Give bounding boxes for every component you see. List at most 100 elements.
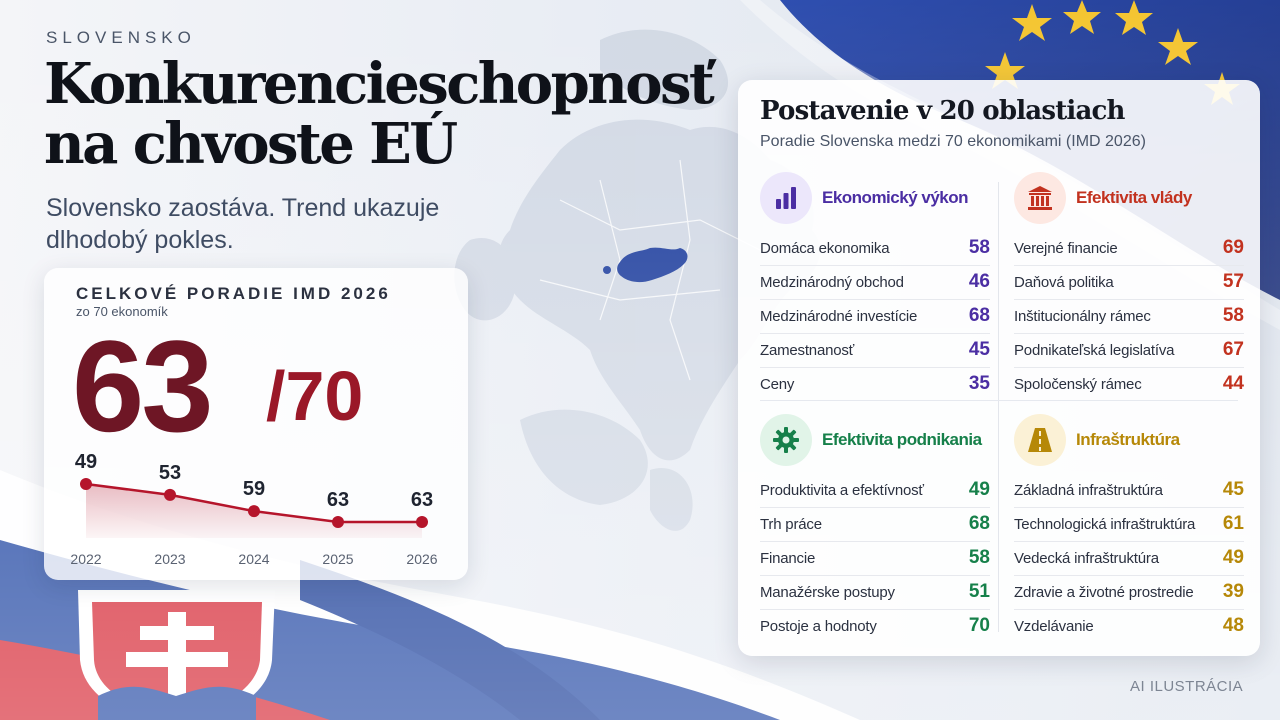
section-title: Efektivita podnikania — [822, 430, 982, 449]
trend-point — [416, 516, 428, 528]
trend-point — [80, 478, 92, 490]
section-government-efficiency: Efektivita vlády Verejné financie 69 Daňo… — [1014, 172, 1244, 402]
row-value: 61 — [1222, 513, 1244, 534]
list-item: Medzinárodné investície 68 — [760, 300, 990, 334]
list-item: Základná infraštruktúra 45 — [1014, 474, 1244, 508]
list-item: Spoločenský rámec 44 — [1014, 368, 1244, 402]
panel-divider-vertical — [998, 182, 999, 632]
areas-panel: Postavenie v 20 oblastiach Poradie Slove… — [738, 80, 1260, 656]
row-label: Postoje a hodnoty — [760, 618, 877, 635]
gear-icon — [760, 414, 812, 466]
row-label: Ceny — [760, 376, 795, 393]
list-item: Inštitucionálny rámec 58 — [1014, 300, 1244, 334]
list-item: Vzdelávanie 48 — [1014, 610, 1244, 644]
list-item: Zamestnanosť 45 — [760, 334, 990, 368]
row-label: Trh práce — [760, 516, 822, 533]
overall-rank-value: 63 — [72, 313, 214, 459]
trend-value-label: 59 — [243, 478, 265, 500]
row-value: 58 — [968, 547, 990, 568]
section-infrastructure: Infraštruktúra Základná infraštruktúra 45… — [1014, 414, 1244, 644]
government-building-icon — [1014, 172, 1066, 224]
row-label: Inštitucionálny rámec — [1014, 308, 1151, 325]
row-label: Vzdelávanie — [1014, 618, 1094, 635]
list-item: Manažérske postupy 51 — [760, 576, 990, 610]
row-value: 44 — [1222, 373, 1244, 394]
row-label: Financie — [760, 550, 816, 567]
row-label: Medzinárodné investície — [760, 308, 918, 325]
row-value: 58 — [968, 237, 990, 258]
trend-value-label: 63 — [411, 489, 433, 511]
row-value: 58 — [1222, 305, 1244, 326]
trend-year-label: 2023 — [154, 551, 185, 567]
trend-year-label: 2024 — [238, 551, 269, 567]
overall-rank-total: /70 — [266, 357, 364, 435]
list-item: Podnikateľská legislatíva 67 — [1014, 334, 1244, 368]
overall-rank-label: CELKOVÉ PORADIE IMD 2026 — [76, 284, 391, 303]
list-item: Verejné financie 69 — [1014, 232, 1244, 266]
row-value: 39 — [1222, 581, 1244, 602]
row-value: 49 — [968, 479, 990, 500]
panel-title: Postavenie v 20 oblastiach — [760, 96, 1125, 126]
row-label: Zamestnanosť — [760, 342, 855, 359]
list-item: Medzinárodný obchod 46 — [760, 266, 990, 300]
panel-divider-horizontal — [760, 400, 1238, 401]
row-label: Spoločenský rámec — [1014, 376, 1142, 393]
list-item: Postoje a hodnoty 70 — [760, 610, 990, 644]
row-value: 69 — [1222, 237, 1244, 258]
trend-year-label: 2022 — [70, 551, 101, 567]
row-value: 46 — [968, 271, 990, 292]
trend-value-label: 49 — [75, 451, 97, 473]
trend-year-label: 2026 — [406, 551, 437, 567]
row-value: 48 — [1222, 615, 1244, 636]
list-item: Financie 58 — [760, 542, 990, 576]
row-value: 35 — [968, 373, 990, 394]
rank-trend-chart: 49 2022 53 2023 59 2024 63 2025 63 2026 — [70, 451, 437, 567]
ai-illustration-note: AI ILUSTRÁCIA — [1130, 678, 1244, 695]
trend-year-label: 2025 — [322, 551, 353, 567]
overall-rank-sub: zo 70 ekonomík — [76, 304, 168, 319]
section-title: Ekonomický výkon — [822, 188, 969, 207]
overall-rank-card: CELKOVÉ PORADIE IMD 2026 zo 70 ekonomík … — [44, 268, 468, 580]
list-item: Domáca ekonomika 58 — [760, 232, 990, 266]
road-icon — [1014, 414, 1066, 466]
trend-point — [332, 516, 344, 528]
row-label: Manažérske postupy — [760, 584, 895, 601]
row-label: Základná infraštruktúra — [1014, 482, 1163, 499]
row-value: 70 — [968, 615, 990, 636]
row-value: 45 — [1222, 479, 1244, 500]
section-business-efficiency: Efektivita podnikania Produktivita a efe… — [760, 414, 990, 644]
row-label: Produktivita a efektívnosť — [760, 482, 924, 499]
row-label: Domáca ekonomika — [760, 240, 890, 257]
row-label: Vedecká infraštruktúra — [1014, 550, 1159, 567]
row-value: 57 — [1222, 271, 1244, 292]
country-kicker: SLOVENSKO — [46, 28, 196, 47]
list-item: Ceny 35 — [760, 368, 990, 402]
row-label: Zdravie a životné prostredie — [1014, 584, 1194, 601]
row-value: 49 — [1222, 547, 1244, 568]
list-item: Daňová politika 57 — [1014, 266, 1244, 300]
list-item: Technologická infraštruktúra 61 — [1014, 508, 1244, 542]
row-label: Technologická infraštruktúra — [1014, 516, 1196, 533]
list-item: Produktivita a efektívnosť 49 — [760, 474, 990, 508]
row-value: 67 — [1222, 339, 1244, 360]
bar-chart-icon — [760, 172, 812, 224]
trend-point — [164, 488, 176, 501]
list-item: Vedecká infraštruktúra 49 — [1014, 542, 1244, 576]
section-title: Infraštruktúra — [1076, 430, 1180, 449]
row-value: 68 — [968, 305, 990, 326]
list-item: Trh práce 68 — [760, 508, 990, 542]
trend-value-label: 63 — [327, 489, 349, 511]
trend-value-label: 53 — [159, 462, 181, 484]
panel-subtitle: Poradie Slovenska medzi 70 ekonomikami (… — [760, 133, 1146, 150]
row-value: 45 — [968, 339, 990, 360]
row-label: Daňová politika — [1014, 274, 1114, 291]
trend-point — [248, 505, 260, 518]
row-value: 68 — [968, 513, 990, 534]
section-economic-performance: Ekonomický výkon Domáca ekonomika 58 Medz… — [760, 172, 990, 402]
list-item: Zdravie a životné prostredie 39 — [1014, 576, 1244, 610]
row-label: Medzinárodný obchod — [760, 274, 904, 291]
page-subtitle: Slovensko zaostáva. Trend ukazuje dlhodo… — [46, 194, 440, 254]
row-label: Podnikateľská legislatíva — [1014, 342, 1175, 359]
section-title: Efektivita vlády — [1076, 188, 1192, 207]
row-value: 51 — [968, 581, 990, 602]
